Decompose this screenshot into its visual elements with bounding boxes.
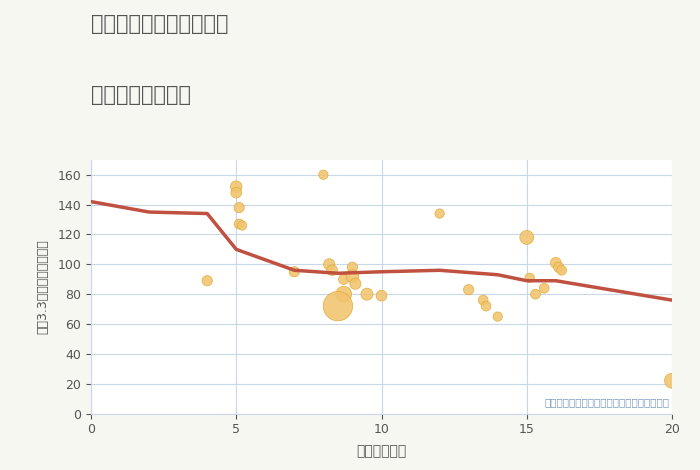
Y-axis label: 坪（3.3㎡）単価（万円）: 坪（3.3㎡）単価（万円） [36, 239, 49, 334]
Point [361, 290, 372, 298]
Point [323, 260, 335, 268]
Point [463, 286, 475, 293]
Point [480, 302, 491, 310]
Point [338, 290, 349, 298]
Text: 円の大きさは、取引のあった物件面積を示す: 円の大きさは、取引のあった物件面積を示す [544, 398, 669, 407]
Point [237, 222, 248, 229]
Point [492, 313, 503, 321]
Point [338, 275, 349, 283]
Point [202, 277, 213, 284]
Point [346, 264, 358, 271]
Point [477, 297, 489, 304]
Point [234, 220, 245, 228]
Point [538, 284, 550, 292]
Point [332, 302, 344, 310]
Point [550, 259, 561, 266]
Text: 東京都国分寺市高木町の: 東京都国分寺市高木町の [91, 14, 228, 34]
Point [556, 266, 567, 274]
Point [234, 204, 245, 212]
Point [553, 264, 564, 271]
Point [231, 183, 242, 190]
Point [231, 189, 242, 196]
Point [346, 273, 358, 280]
X-axis label: 駅距離（分）: 駅距離（分） [356, 445, 407, 459]
Text: 駅距離別土地価格: 駅距離別土地価格 [91, 85, 191, 105]
Point [666, 377, 678, 384]
Point [524, 274, 536, 282]
Point [318, 171, 329, 179]
Point [434, 210, 445, 217]
Point [326, 266, 337, 274]
Point [521, 234, 532, 241]
Point [376, 292, 387, 299]
Point [530, 290, 541, 298]
Point [289, 268, 300, 275]
Point [350, 280, 361, 288]
